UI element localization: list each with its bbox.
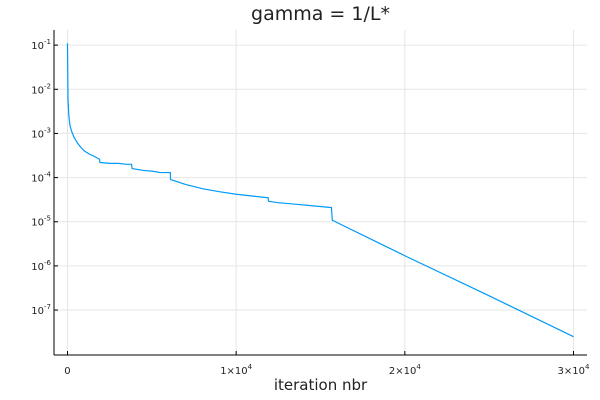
y-tick-label: 10-3 bbox=[31, 126, 51, 140]
tick-labels: 0 1×104 2×104 3×104 10-1 10-2 10-3 10-4 10-5 10-6… bbox=[31, 38, 590, 377]
series-layer bbox=[66, 43, 574, 338]
axes bbox=[53, 30, 587, 356]
chart-title: gamma = 1/L* bbox=[251, 3, 390, 25]
x-tick-label: 1×104 bbox=[220, 363, 252, 377]
x-tick-label: 0 bbox=[64, 366, 70, 377]
y-tick-label: 10-5 bbox=[31, 215, 51, 229]
x-tick-label: 2×104 bbox=[389, 363, 421, 377]
y-tick-label: 10-7 bbox=[31, 303, 51, 317]
y-tick-label: 10-2 bbox=[31, 82, 51, 96]
grid-lines bbox=[54, 30, 587, 355]
series-line-1 bbox=[66, 43, 574, 338]
x-axis-label: iteration nbr bbox=[274, 376, 368, 394]
x-tick-label: 3×104 bbox=[558, 363, 590, 377]
y-tick-label: 10-4 bbox=[31, 171, 51, 185]
y-tick-label: 10-6 bbox=[31, 259, 51, 273]
y-tick-label: 10-1 bbox=[31, 38, 51, 52]
